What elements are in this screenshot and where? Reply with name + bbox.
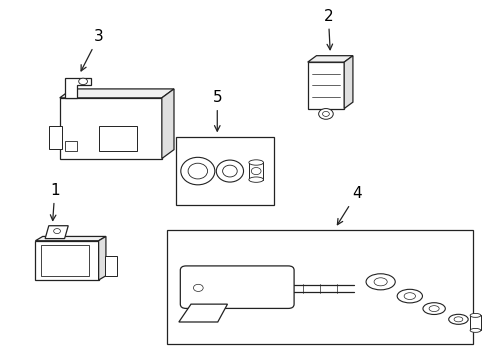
Ellipse shape bbox=[222, 165, 237, 177]
Bar bbox=[99, 126, 137, 151]
Ellipse shape bbox=[453, 317, 462, 322]
Ellipse shape bbox=[469, 314, 480, 318]
Bar bbox=[65, 141, 77, 151]
Bar bbox=[307, 62, 344, 109]
Ellipse shape bbox=[422, 303, 445, 315]
Polygon shape bbox=[35, 241, 99, 280]
Circle shape bbox=[322, 111, 329, 116]
Bar bbox=[166, 230, 472, 344]
Ellipse shape bbox=[469, 328, 480, 332]
Text: 4: 4 bbox=[337, 186, 361, 225]
Ellipse shape bbox=[448, 314, 467, 324]
Bar bbox=[105, 256, 117, 276]
Bar bbox=[176, 137, 273, 205]
Polygon shape bbox=[60, 89, 174, 98]
Circle shape bbox=[318, 109, 332, 119]
Text: 2: 2 bbox=[323, 9, 332, 50]
Bar bbox=[41, 246, 89, 276]
Circle shape bbox=[251, 167, 261, 175]
Polygon shape bbox=[179, 304, 227, 322]
Polygon shape bbox=[35, 237, 106, 241]
Ellipse shape bbox=[188, 163, 207, 179]
FancyBboxPatch shape bbox=[180, 266, 293, 309]
Circle shape bbox=[54, 229, 61, 234]
Circle shape bbox=[79, 78, 87, 85]
Polygon shape bbox=[64, 78, 91, 98]
Bar bbox=[469, 315, 480, 330]
Polygon shape bbox=[344, 56, 352, 109]
Ellipse shape bbox=[366, 274, 394, 290]
Ellipse shape bbox=[396, 289, 422, 303]
Ellipse shape bbox=[403, 293, 415, 300]
Polygon shape bbox=[45, 226, 68, 239]
Ellipse shape bbox=[428, 306, 438, 311]
Text: 1: 1 bbox=[50, 183, 60, 220]
Polygon shape bbox=[99, 237, 106, 280]
Ellipse shape bbox=[216, 160, 243, 182]
Bar bbox=[48, 126, 62, 149]
Text: 3: 3 bbox=[81, 29, 103, 71]
Circle shape bbox=[193, 284, 203, 292]
Text: 5: 5 bbox=[212, 90, 222, 131]
Polygon shape bbox=[162, 89, 174, 158]
Ellipse shape bbox=[248, 177, 263, 182]
Bar bbox=[60, 98, 162, 158]
Ellipse shape bbox=[373, 278, 386, 286]
Ellipse shape bbox=[248, 160, 263, 165]
Ellipse shape bbox=[181, 157, 214, 185]
Bar bbox=[248, 162, 263, 180]
Polygon shape bbox=[307, 56, 352, 62]
